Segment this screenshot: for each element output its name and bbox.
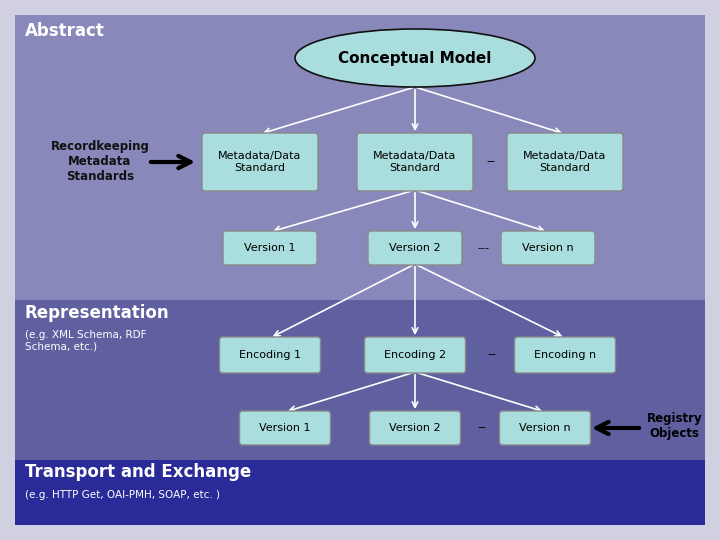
Text: Transport and Exchange: Transport and Exchange bbox=[25, 463, 251, 481]
FancyBboxPatch shape bbox=[364, 337, 466, 373]
Bar bbox=[15, 15, 705, 300]
Text: Version 2: Version 2 bbox=[390, 243, 441, 253]
Text: Conceptual Model: Conceptual Model bbox=[338, 51, 492, 65]
FancyBboxPatch shape bbox=[507, 133, 623, 191]
Text: Metadata/Data
Standard: Metadata/Data Standard bbox=[218, 151, 302, 173]
Text: Version 1: Version 1 bbox=[259, 423, 311, 433]
Text: Encoding n: Encoding n bbox=[534, 350, 596, 360]
Text: (e.g. HTTP Get, OAI-PMH, SOAP, etc. ): (e.g. HTTP Get, OAI-PMH, SOAP, etc. ) bbox=[25, 490, 220, 500]
Text: --: -- bbox=[477, 422, 487, 435]
Text: --: -- bbox=[487, 156, 495, 168]
FancyBboxPatch shape bbox=[240, 411, 330, 445]
Text: Version n: Version n bbox=[522, 243, 574, 253]
Text: Version 1: Version 1 bbox=[244, 243, 296, 253]
Bar bbox=[15, 300, 705, 460]
Text: Version 2: Version 2 bbox=[390, 423, 441, 433]
Ellipse shape bbox=[295, 29, 535, 87]
FancyBboxPatch shape bbox=[220, 337, 320, 373]
Text: Recordkeeping
Metadata
Standards: Recordkeeping Metadata Standards bbox=[50, 140, 150, 183]
FancyBboxPatch shape bbox=[357, 133, 473, 191]
Text: ---: --- bbox=[477, 243, 489, 253]
FancyBboxPatch shape bbox=[501, 231, 595, 265]
FancyBboxPatch shape bbox=[500, 411, 590, 445]
FancyBboxPatch shape bbox=[515, 337, 616, 373]
Text: Encoding 1: Encoding 1 bbox=[239, 350, 301, 360]
FancyBboxPatch shape bbox=[223, 231, 317, 265]
Text: (e.g. XML Schema, RDF
Schema, etc.): (e.g. XML Schema, RDF Schema, etc.) bbox=[25, 330, 146, 352]
Text: Version n: Version n bbox=[519, 423, 571, 433]
Bar bbox=[15, 460, 705, 525]
Text: Representation: Representation bbox=[25, 304, 170, 322]
Text: Metadata/Data
Standard: Metadata/Data Standard bbox=[373, 151, 456, 173]
FancyBboxPatch shape bbox=[368, 231, 462, 265]
Text: Metadata/Data
Standard: Metadata/Data Standard bbox=[523, 151, 607, 173]
FancyBboxPatch shape bbox=[369, 411, 461, 445]
Text: Abstract: Abstract bbox=[25, 22, 105, 40]
Text: Registry
Objects: Registry Objects bbox=[647, 412, 703, 440]
Text: --: -- bbox=[487, 348, 497, 361]
Text: Encoding 2: Encoding 2 bbox=[384, 350, 446, 360]
FancyBboxPatch shape bbox=[202, 133, 318, 191]
